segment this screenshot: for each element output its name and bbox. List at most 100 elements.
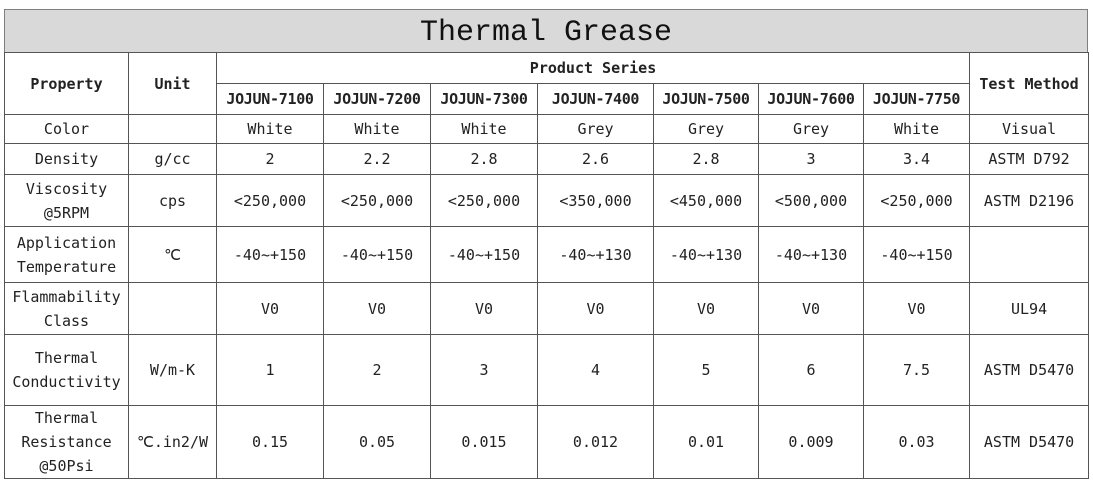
property-cell: Color	[4, 114, 129, 144]
property-label-line: Resistance	[21, 433, 112, 451]
value-cell: 3	[758, 143, 864, 175]
property-cell: Thermal Resistance @50Psi	[4, 405, 129, 479]
value-cell: <250,000	[323, 174, 431, 227]
property-label-line: Flammability	[12, 287, 121, 306]
table-row: Thermal Conductivity W/m-K 1 2 3 4 5 6 7.5 ASTM D5…	[4, 334, 1090, 406]
property-cell: Thermal Conductivity	[4, 334, 129, 406]
value-cell: 6	[758, 334, 864, 406]
unit-cell: g/cc	[128, 143, 217, 175]
table-row: Thermal Resistance @50Psi ℃.in2/W 0.15 0.05 0.…	[4, 405, 1090, 479]
value-cell: White	[323, 114, 431, 144]
property-label-line: Thermal	[34, 409, 99, 427]
value-cell: V0	[430, 282, 538, 335]
value-cell: 5	[653, 334, 759, 406]
test-method-cell: ASTM D5470	[969, 334, 1090, 406]
value-cell: <350,000	[537, 174, 654, 227]
value-cell: 2.6	[537, 143, 654, 175]
property-label-line: Viscosity	[25, 179, 108, 198]
unit-cell: cps	[128, 174, 217, 227]
product-header: JOJUN-7600	[758, 83, 864, 115]
value-cell: 0.015	[430, 405, 538, 479]
table-row: Flammability Class V0 V0 V0 V0 V0 V0 V0 UL94	[4, 282, 1090, 335]
property-label-line: Density	[34, 150, 99, 168]
value-cell: -40~+150	[216, 226, 324, 283]
value-cell: V0	[862, 282, 971, 335]
value-cell: 0.15	[216, 405, 324, 479]
value-cell: V0	[653, 282, 759, 335]
header-row-top: Property Unit Product Series Test Method	[4, 52, 1090, 115]
value-cell: White	[862, 114, 971, 144]
value-cell: -40~+130	[653, 226, 759, 283]
value-cell: Grey	[537, 114, 654, 144]
table-row: Density g/cc 2 2.2 2.8 2.6 2.8 3 3.4 ASTM D792	[4, 143, 1090, 175]
value-cell: White	[216, 114, 324, 144]
value-cell: 0.05	[323, 405, 431, 479]
value-cell: 0.012	[537, 405, 654, 479]
property-cell: Application Temperature	[4, 226, 129, 283]
spec-table-body: Property Unit Product Series Test Method…	[4, 52, 1090, 479]
unit-cell: ℃.in2/W	[128, 405, 217, 479]
value-cell: 1	[216, 334, 324, 406]
table-row: Application Temperature ℃ -40~+150 -40~+150-…	[4, 226, 1090, 283]
property-label-line: Application	[16, 233, 117, 252]
value-cell: 3	[430, 334, 538, 406]
property-label-line: Thermal	[34, 349, 99, 367]
value-cell: 0.03	[862, 405, 971, 479]
value-cell: V0	[537, 282, 654, 335]
property-cell: Flammability Class	[4, 282, 129, 335]
value-cell: 0.009	[758, 405, 864, 479]
value-cell: -40~+150	[862, 226, 971, 283]
value-cell: V0	[323, 282, 431, 335]
value-cell: 2.2	[323, 143, 431, 175]
spec-table: Property Unit Product Series Test Method…	[4, 52, 1090, 479]
value-cell: Grey	[653, 114, 759, 144]
test-method-cell: ASTM D2196	[969, 174, 1090, 227]
unit-cell: ℃	[128, 226, 217, 283]
value-cell: 7.5	[862, 334, 971, 406]
value-cell: V0	[216, 282, 324, 335]
value-cell: 3.4	[862, 143, 971, 175]
value-cell: <250,000	[862, 174, 971, 227]
unit-cell	[128, 114, 217, 144]
value-cell: White	[430, 114, 538, 144]
value-cell: -40~+150	[323, 226, 431, 283]
table-row: Viscosity @5RPM cps <250,000 <250,000 <250,00…	[4, 174, 1090, 227]
value-cell: Grey	[758, 114, 864, 144]
product-header: JOJUN-7300	[430, 83, 538, 115]
header-row-products: JOJUN-7100 JOJUN-7200 JOJUN-7300 JOJUN-7…	[5, 83, 1089, 115]
header-unit: Unit	[128, 52, 217, 115]
property-label-line: Conductivity	[12, 373, 121, 391]
test-method-cell: Visual	[969, 114, 1090, 144]
property-label-line: Color	[43, 120, 90, 138]
spec-sheet: Thermal Grease Property Unit Product Ser…	[4, 9, 1090, 479]
value-cell: 2	[216, 143, 324, 175]
product-header: JOJUN-7500	[653, 83, 759, 115]
product-header: JOJUN-7400	[537, 83, 654, 115]
value-cell: <250,000	[216, 174, 324, 227]
property-cell: Density	[4, 143, 129, 175]
test-method-cell: ASTM D5470	[969, 405, 1090, 479]
table-row: Color White White White Grey Grey Grey White Vis…	[4, 114, 1090, 144]
value-cell: -40~+150	[430, 226, 538, 283]
test-method-cell	[969, 226, 1090, 283]
value-cell: 2.8	[653, 143, 759, 175]
value-cell: 0.01	[653, 405, 759, 479]
header-test-method: Test Method	[969, 52, 1090, 115]
sheet-title: Thermal Grease	[4, 9, 1088, 52]
property-label-line: Temperature	[16, 257, 117, 276]
unit-cell: W/m-K	[128, 334, 217, 406]
value-cell: 2.8	[430, 143, 538, 175]
header-property: Property	[4, 52, 129, 115]
test-method-cell: UL94	[969, 282, 1090, 335]
value-cell: <450,000	[653, 174, 759, 227]
value-cell: -40~+130	[537, 226, 654, 283]
header-product-series: Product Series	[215, 52, 971, 84]
unit-cell	[128, 282, 217, 335]
product-header: JOJUN-7100	[216, 83, 324, 115]
product-header: JOJUN-7750	[862, 83, 971, 115]
property-cell: Viscosity @5RPM	[4, 174, 129, 227]
value-cell: 2	[323, 334, 431, 406]
value-cell: 4	[537, 334, 654, 406]
value-cell: <250,000	[430, 174, 538, 227]
property-label-line: Class	[43, 311, 90, 330]
